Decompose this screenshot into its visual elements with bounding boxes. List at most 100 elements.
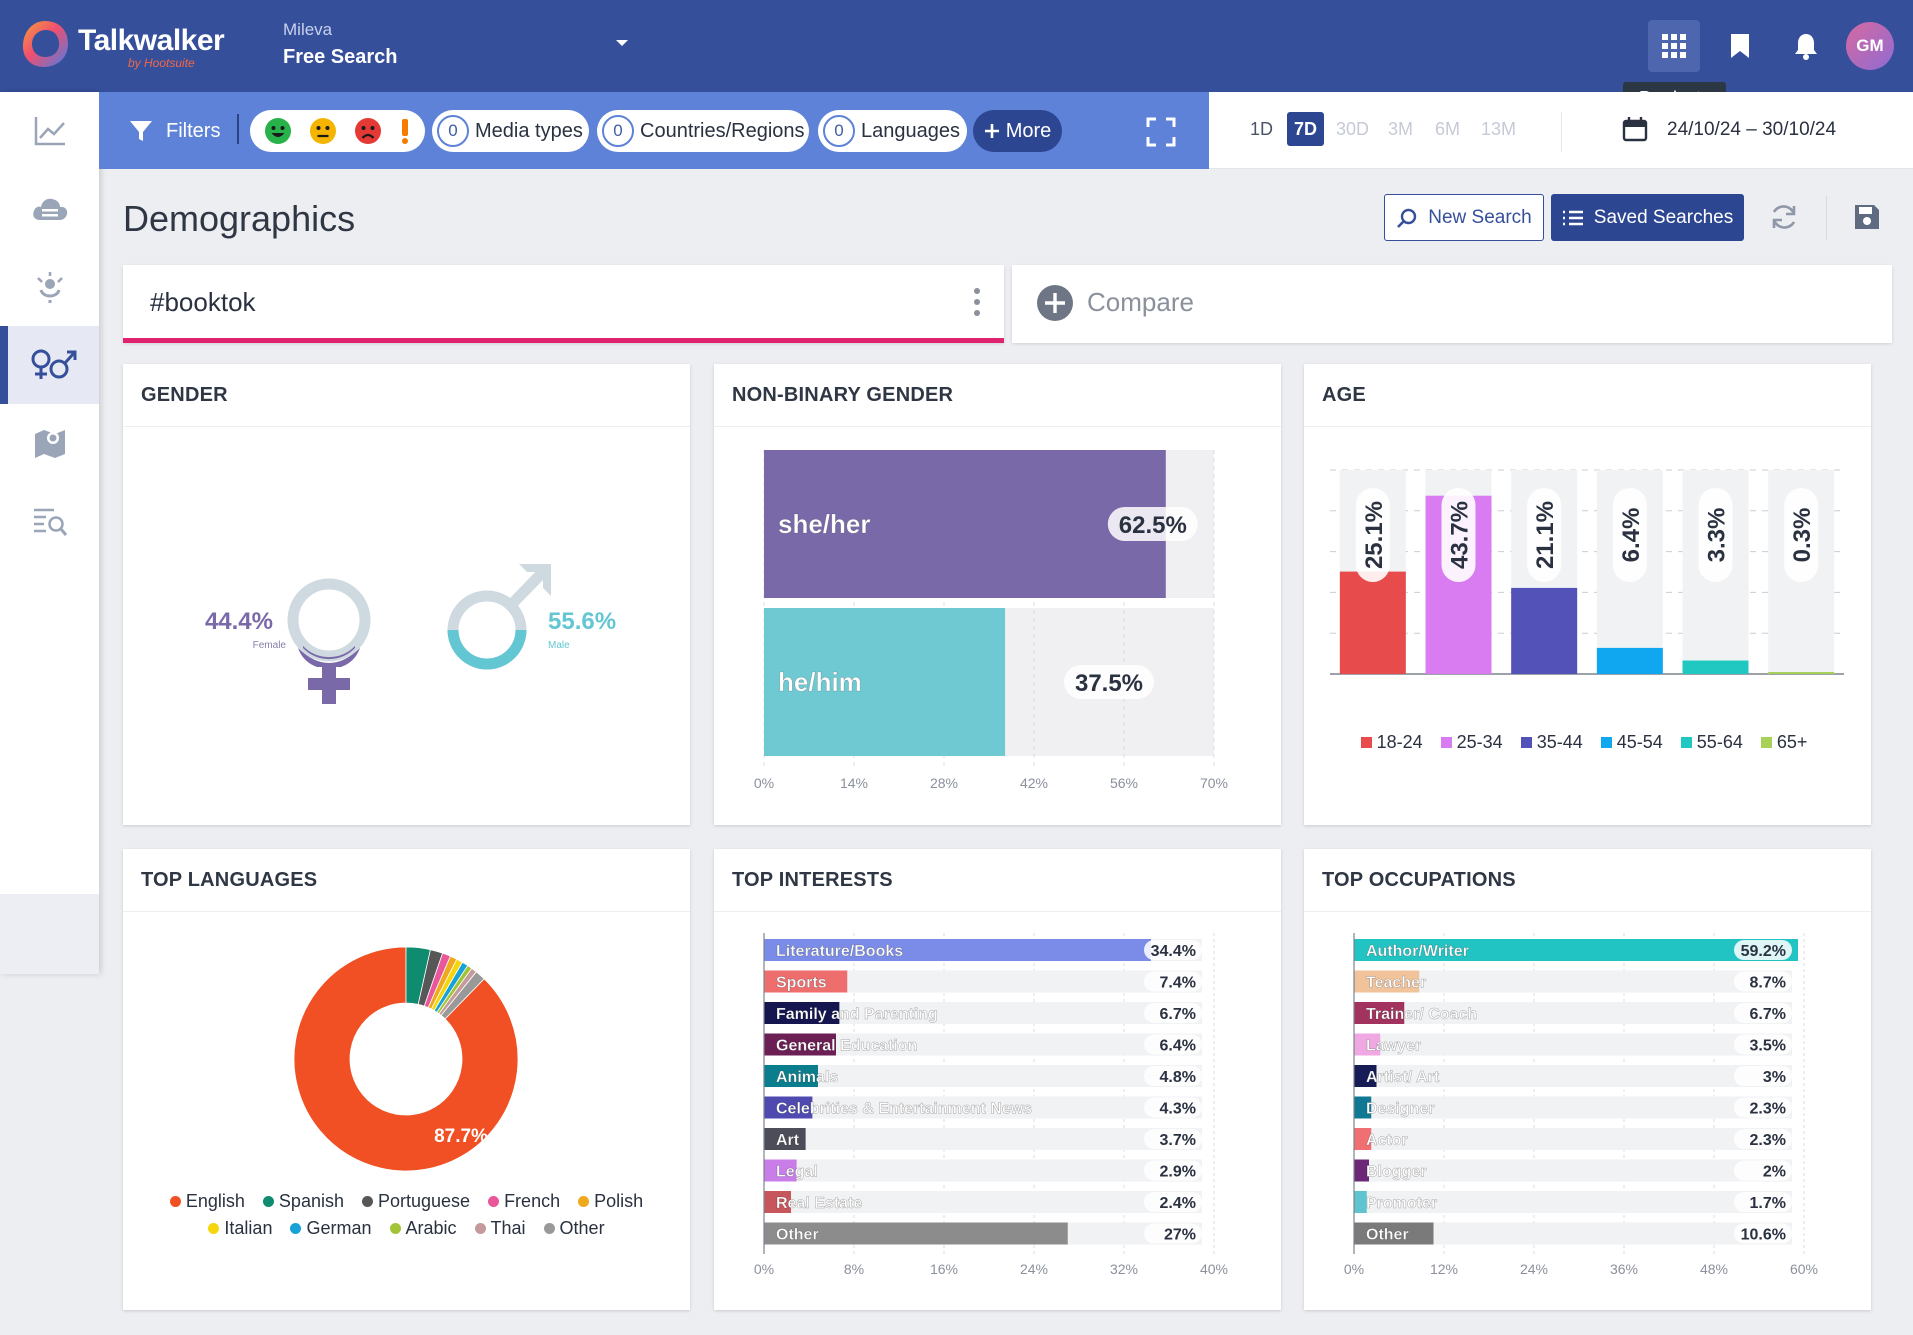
- line-chart-icon: [34, 117, 65, 146]
- legend-item[interactable]: Thai: [474, 1218, 526, 1239]
- legend-label: 35-44: [1536, 732, 1583, 752]
- add-circle-icon: [1036, 284, 1074, 322]
- legend-item[interactable]: Polish: [578, 1191, 643, 1212]
- filters-label[interactable]: Filters: [166, 120, 221, 142]
- bar: [764, 608, 1006, 756]
- legend-label: 45-54: [1616, 732, 1663, 752]
- value-label-bg: [1107, 507, 1198, 541]
- sidebar-item-search-list[interactable]: [0, 482, 99, 560]
- media-types-filter[interactable]: 0 Media types: [432, 110, 589, 152]
- legend-swatch: [1680, 737, 1692, 748]
- legend-item[interactable]: Spanish: [262, 1191, 344, 1212]
- male-symbol-icon: [423, 556, 563, 686]
- new-search-button[interactable]: New Search: [1384, 194, 1544, 241]
- sidebar-item-demographics[interactable]: [0, 326, 99, 404]
- legend-label: Thai: [490, 1218, 526, 1238]
- fullscreen-icon[interactable]: [1146, 117, 1176, 147]
- nonbinary-chart: 0% 14% 28% 42% 56% 70% she/her 62.5% he/him 37.5%: [754, 450, 1228, 791]
- legend-item[interactable]: German: [290, 1218, 372, 1239]
- sidebar-item-cloud[interactable]: [0, 170, 99, 248]
- bar-value-label: 2.3%: [1750, 1101, 1786, 1118]
- x-tick-label: 14%: [840, 775, 868, 791]
- products-grid-button[interactable]: [1648, 20, 1700, 72]
- search-title[interactable]: Free Search: [283, 46, 398, 68]
- bar-value-label: 3.3%: [1704, 508, 1731, 563]
- legend-item[interactable]: 65+: [1760, 732, 1808, 753]
- value-label-bg: [1734, 1034, 1792, 1055]
- compare-label: Compare: [1087, 287, 1194, 317]
- legend-item[interactable]: French: [488, 1191, 560, 1212]
- legend-item[interactable]: 35-44: [1520, 732, 1583, 753]
- nonbinary-card: NON-BINARY GENDER 0% 14% 28% 42% 56% 70% she/h…: [714, 364, 1281, 825]
- saved-searches-button[interactable]: Saved Searches: [1551, 194, 1744, 241]
- sidebar-item-influencers[interactable]: [0, 248, 99, 326]
- card-divider: [1304, 911, 1871, 912]
- refresh-icon[interactable]: [1769, 202, 1799, 232]
- save-icon[interactable]: [1853, 203, 1881, 231]
- bell-icon[interactable]: [1780, 20, 1832, 72]
- bar-value-label: 3.5%: [1750, 1038, 1786, 1055]
- countries-filter[interactable]: 0 Countries/Regions: [597, 110, 809, 152]
- filter-funnel-icon[interactable]: [128, 118, 154, 144]
- map-icon: [34, 430, 65, 458]
- query-tab[interactable]: #booktok: [123, 265, 1004, 343]
- bar-category-label: Teacher: [1366, 975, 1426, 992]
- legend-item[interactable]: English: [169, 1191, 245, 1212]
- period-1d[interactable]: 1D: [1250, 119, 1274, 139]
- x-tick-label: 28%: [930, 775, 958, 791]
- saved-searches-label: Saved Searches: [1593, 206, 1734, 228]
- bar-value-label: 59.2%: [1741, 943, 1786, 960]
- user-avatar[interactable]: GM: [1846, 22, 1894, 70]
- more-options-icon[interactable]: [973, 287, 981, 317]
- chevron-down-icon[interactable]: [614, 38, 630, 48]
- legend-item[interactable]: Other: [543, 1218, 605, 1239]
- interests-chart: 0% 8% 16% 24% 32% 40% Literature/Books 34.4% Spo…: [754, 933, 1228, 1277]
- legend-item[interactable]: 25-34: [1440, 732, 1503, 753]
- project-name[interactable]: Mileva: [283, 20, 333, 39]
- value-label-bg: [1734, 971, 1792, 992]
- bar-value-label: 1.7%: [1750, 1195, 1786, 1212]
- x-tick-label: 48%: [1700, 1261, 1728, 1277]
- x-tick-label: 40%: [1200, 1261, 1228, 1277]
- legend-label: English: [185, 1191, 245, 1211]
- legend-item[interactable]: Arabic: [389, 1218, 457, 1239]
- languages-filter[interactable]: 0 Languages: [818, 110, 967, 152]
- value-label-bg: [1144, 940, 1202, 960]
- bar: [1354, 1065, 1377, 1087]
- bookmark-icon[interactable]: [1714, 20, 1766, 72]
- legend-item[interactable]: 55-64: [1680, 732, 1743, 753]
- period-7d[interactable]: 7D: [1287, 112, 1324, 146]
- legend-label: Arabic: [405, 1218, 457, 1238]
- legend-swatch: [1520, 737, 1532, 748]
- bar: [764, 1222, 1068, 1245]
- bar-category-label: Author/Writer: [1366, 943, 1469, 960]
- legend-item[interactable]: 18-24: [1360, 732, 1423, 753]
- period-6m: 6M: [1435, 119, 1461, 139]
- bar: [1596, 647, 1663, 674]
- value-label-bg: [1144, 1223, 1202, 1244]
- brand-name: Talkwalker: [78, 24, 225, 57]
- value-label-bg: [1144, 1192, 1202, 1212]
- bar: [1354, 939, 1798, 961]
- bar: [764, 939, 1151, 961]
- date-range[interactable]: 24/10/24 – 30/10/24: [1667, 119, 1837, 140]
- legend-label: 65+: [1776, 732, 1808, 752]
- talkwalker-logo-icon[interactable]: [18, 17, 72, 71]
- legend-item[interactable]: 45-54: [1600, 732, 1663, 753]
- x-tick-label: 32%: [1110, 1261, 1138, 1277]
- legend-item[interactable]: Portuguese: [361, 1191, 470, 1212]
- x-tick-label: 24%: [1020, 1261, 1048, 1277]
- bar-value-label: 4.3%: [1160, 1101, 1196, 1118]
- more-filters-button[interactable]: More: [973, 110, 1062, 152]
- compare-tab[interactable]: Compare: [1012, 265, 1892, 343]
- calendar-icon[interactable]: [1622, 116, 1648, 142]
- legend-item[interactable]: Italian: [208, 1218, 272, 1239]
- date-separator: [1561, 112, 1562, 152]
- sidebar-item-map[interactable]: [0, 404, 99, 482]
- sentiment-filter[interactable]: [250, 110, 425, 152]
- bar-category-label: she/her: [778, 509, 871, 539]
- sidebar-item-analytics[interactable]: [0, 92, 99, 170]
- bar: [1354, 1096, 1372, 1119]
- bar: [764, 450, 1166, 598]
- period-13m: 13M: [1481, 119, 1517, 139]
